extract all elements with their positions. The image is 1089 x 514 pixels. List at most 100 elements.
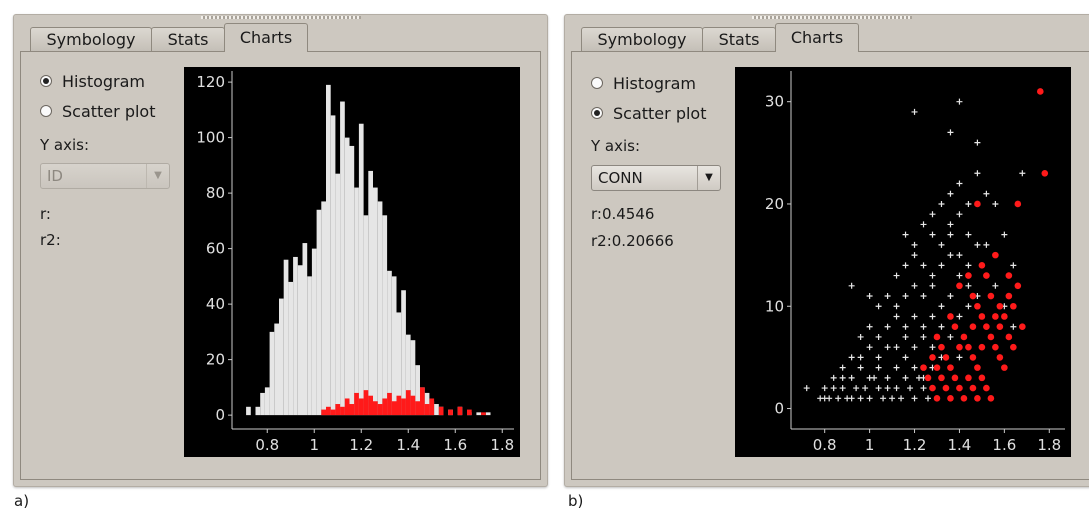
scatter-chart: 0 10 20 30 0.8 1 1.2 1.4 1.6 1.8 bbox=[735, 67, 1071, 457]
radio-checked-icon[interactable] bbox=[40, 75, 52, 87]
radio-checked-icon[interactable] bbox=[591, 107, 603, 119]
scatter-point bbox=[893, 303, 900, 310]
resize-grip[interactable] bbox=[751, 16, 912, 19]
scatter-point bbox=[911, 108, 918, 115]
scatter-point-selected bbox=[974, 200, 981, 208]
scatter-point-selected bbox=[947, 395, 954, 402]
histogram-bar bbox=[405, 334, 411, 416]
r2-value: r2:0.20666 bbox=[591, 232, 674, 250]
tab-stats[interactable]: Stats bbox=[151, 27, 225, 51]
y-axis-label: Y axis: bbox=[591, 137, 641, 155]
y-axis-select[interactable]: ID ▼ bbox=[40, 163, 170, 189]
scatter-point bbox=[848, 354, 855, 361]
scatter-point bbox=[929, 313, 936, 320]
scatter-point bbox=[920, 323, 927, 330]
x-tick-label: 1.2 bbox=[903, 436, 927, 454]
scatter-point bbox=[866, 395, 873, 402]
scatter-point bbox=[830, 385, 837, 392]
histogram-bar bbox=[246, 406, 251, 416]
histogram-bar bbox=[293, 256, 298, 416]
scatter-point bbox=[857, 395, 864, 402]
scatter-point bbox=[880, 395, 887, 402]
scatter-point bbox=[893, 272, 900, 279]
radio-scatter-plot[interactable]: Scatter plot bbox=[591, 101, 706, 125]
scatter-point bbox=[821, 385, 828, 392]
scatter-point bbox=[893, 313, 900, 320]
scatter-point bbox=[965, 200, 972, 207]
scatter-point bbox=[1010, 262, 1017, 269]
x-tick-label: 1.8 bbox=[490, 436, 514, 454]
x-tick-label: 1.8 bbox=[1037, 436, 1061, 454]
histogram-bar bbox=[349, 145, 355, 416]
radio-histogram[interactable]: Histogram bbox=[40, 69, 145, 93]
histogram-bar bbox=[330, 115, 336, 416]
y-tick-label: 30 bbox=[765, 93, 784, 111]
histogram-bar bbox=[321, 201, 326, 416]
y-axis-select-value: CONN bbox=[598, 169, 643, 187]
tab-stats[interactable]: Stats bbox=[702, 27, 776, 51]
scatter-point bbox=[911, 313, 918, 320]
radio-unchecked-icon[interactable] bbox=[591, 77, 603, 89]
y-axis-select[interactable]: CONN ▼ bbox=[591, 165, 721, 191]
histogram-bar-selected bbox=[481, 412, 486, 416]
histogram-bar-selected bbox=[415, 401, 420, 416]
scatter-point bbox=[1010, 323, 1017, 330]
scatter-point bbox=[1019, 170, 1026, 177]
histogram-bar bbox=[344, 137, 350, 416]
scatter-point bbox=[907, 385, 914, 392]
tab-charts[interactable]: Charts bbox=[224, 23, 308, 52]
scatter-point-selected bbox=[1005, 272, 1013, 279]
x-tick-label: 0.8 bbox=[255, 436, 279, 454]
scatter-point bbox=[974, 170, 981, 177]
scatter-point bbox=[902, 333, 909, 340]
scatter-point bbox=[893, 385, 900, 392]
histogram-bar-selected bbox=[387, 392, 392, 416]
scatter-point-selected bbox=[1005, 292, 1013, 300]
histogram-bar bbox=[387, 270, 392, 416]
chevron-down-icon[interactable]: ▼ bbox=[146, 164, 169, 188]
scatter-point bbox=[965, 231, 972, 238]
tab-charts[interactable]: Charts bbox=[775, 23, 859, 52]
y-axis-select-value: ID bbox=[47, 167, 63, 185]
scatter-point-selected bbox=[947, 364, 954, 371]
scatter-point-selected bbox=[956, 343, 963, 351]
scatter-point-selected bbox=[974, 364, 981, 371]
histogram-bar bbox=[485, 412, 491, 416]
scatter-point-selected bbox=[1041, 169, 1049, 177]
histogram-bar bbox=[311, 248, 317, 416]
histogram-bar bbox=[274, 323, 279, 416]
y-tick-label: 60 bbox=[206, 240, 225, 258]
scatter-point bbox=[884, 293, 891, 300]
scatter-point bbox=[857, 333, 864, 340]
scatter-point bbox=[956, 180, 963, 187]
scatter-point bbox=[857, 354, 864, 361]
histogram-bar bbox=[354, 187, 359, 416]
scatter-point bbox=[929, 211, 936, 218]
radio-scatter-plot[interactable]: Scatter plot bbox=[40, 99, 155, 123]
histogram-svg: 0 20 40 60 80 100 120 0.8 1 1.2 1.4 1.6 1.8 bbox=[196, 71, 514, 454]
tab-symbology[interactable]: Symbology bbox=[581, 27, 703, 51]
histogram-bar-selected bbox=[330, 409, 336, 416]
radio-histogram[interactable]: Histogram bbox=[591, 71, 696, 95]
scatter-point-selected bbox=[987, 333, 995, 341]
scatter-point-selected bbox=[960, 333, 968, 341]
histogram-bar bbox=[269, 331, 275, 416]
y-tick-label: 40 bbox=[206, 295, 225, 313]
histogram-bar-selected bbox=[344, 398, 350, 416]
resize-grip[interactable] bbox=[200, 16, 361, 19]
histogram-bar-selected bbox=[321, 409, 326, 416]
radio-scatter-label: Scatter plot bbox=[613, 103, 707, 123]
tab-symbology[interactable]: Symbology bbox=[30, 27, 152, 51]
scatter-point-selected bbox=[929, 354, 936, 361]
scatter-point bbox=[884, 323, 891, 330]
scatter-point-selected bbox=[969, 292, 977, 300]
charts-panel-b: Symbology Stats Charts Histogram Scatter… bbox=[564, 14, 1089, 487]
scatter-point-selected bbox=[956, 282, 963, 290]
scatter-point bbox=[803, 385, 810, 392]
scatter-point bbox=[947, 252, 954, 259]
scatter-point-selected bbox=[965, 374, 972, 382]
chevron-down-icon[interactable]: ▼ bbox=[697, 166, 720, 190]
scatter-point bbox=[866, 344, 873, 351]
scatter-point bbox=[902, 323, 909, 330]
radio-unchecked-icon[interactable] bbox=[40, 105, 52, 117]
